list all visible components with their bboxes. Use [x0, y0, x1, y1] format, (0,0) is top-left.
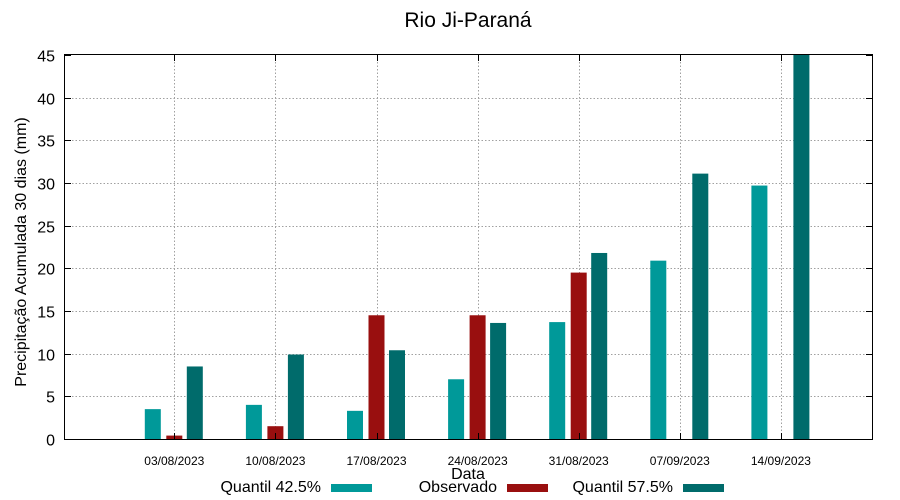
- bar: [692, 173, 709, 439]
- y-tick-label: 15: [37, 305, 55, 322]
- legend-swatch: [331, 484, 372, 492]
- y-tick-label: 10: [37, 348, 55, 365]
- x-tick-label: 07/09/2023: [650, 454, 710, 468]
- plot-frame: [64, 54, 873, 440]
- x-tick-label: 03/08/2023: [144, 454, 204, 468]
- y-tick-label: 40: [37, 92, 55, 109]
- legend-swatch: [507, 484, 548, 492]
- bar: [144, 409, 161, 439]
- bar: [186, 366, 203, 439]
- bar: [570, 272, 587, 439]
- y-tick-label: 0: [46, 433, 55, 450]
- y-tick-label: 20: [37, 262, 55, 279]
- x-tick-label: 31/08/2023: [549, 454, 609, 468]
- y-tick-label: 25: [37, 220, 55, 237]
- x-tick-label: 24/08/2023: [448, 454, 508, 468]
- x-tick-label: 14/09/2023: [751, 454, 811, 468]
- bar: [549, 322, 566, 439]
- legend-label: Observado: [419, 479, 497, 496]
- bars-layer: [144, 55, 810, 439]
- chart-title: Rio Ji-Paraná: [404, 9, 532, 32]
- bar: [469, 315, 486, 439]
- bar: [347, 410, 363, 439]
- y-axis-label: Precipitação Acumulada 30 dias (mm): [13, 117, 30, 386]
- y-tick-label: 45: [37, 49, 55, 66]
- bar: [650, 260, 667, 439]
- bar: [793, 55, 810, 439]
- bar: [287, 354, 304, 439]
- bar: [368, 315, 385, 439]
- legend-label: Quantil 42.5%: [220, 479, 321, 496]
- bar: [591, 252, 608, 439]
- y-tick-label: 30: [37, 177, 55, 194]
- legend: Quantil 42.5% Observado Quantil 57.5%: [220, 479, 724, 496]
- y-axis-ticks: 0 5 10 15 20 25 30 35 40 45: [37, 49, 872, 450]
- x-tick-label: 10/08/2023: [245, 454, 305, 468]
- y-tick-label: 5: [46, 390, 55, 407]
- bar: [267, 426, 284, 439]
- bar: [448, 379, 465, 439]
- x-axis-label: Data: [451, 466, 485, 483]
- bar: [245, 404, 262, 439]
- x-axis-ticks: 03/08/2023 10/08/2023 17/08/2023 24/08/2023…: [144, 55, 811, 468]
- y-tick-label: 35: [37, 134, 55, 151]
- legend-label: Quantil 57.5%: [572, 479, 673, 496]
- bar: [389, 350, 405, 439]
- bar: [490, 322, 507, 439]
- grid-layer: [65, 55, 872, 439]
- bar: [751, 185, 768, 439]
- legend-swatch: [683, 484, 724, 492]
- x-tick-label: 17/08/2023: [346, 454, 406, 468]
